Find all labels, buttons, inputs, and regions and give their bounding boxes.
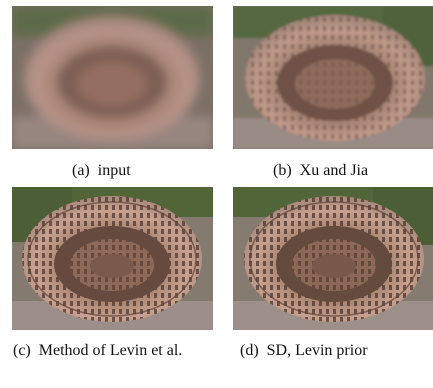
panel-b-image bbox=[233, 6, 433, 149]
caption-d-label: (d) bbox=[240, 342, 259, 359]
caption-b-label: (b) bbox=[273, 162, 292, 179]
caption-a: (a) input bbox=[72, 160, 131, 182]
caption-a-text: input bbox=[97, 162, 131, 179]
colosseum-photo-deblurred-sd-levin-prior bbox=[233, 187, 433, 330]
panel-d-image bbox=[233, 187, 433, 330]
caption-d-text: SD, Levin prior bbox=[266, 342, 368, 359]
figure-panel-a bbox=[12, 6, 213, 149]
panel-a-image bbox=[12, 6, 213, 149]
panel-c-image bbox=[12, 187, 213, 330]
figure-panel-d bbox=[233, 187, 433, 330]
figure-panel-b bbox=[233, 6, 433, 149]
caption-b-text: Xu and Jia bbox=[299, 162, 369, 179]
caption-a-label: (a) bbox=[72, 162, 90, 179]
colosseum-photo-blurred bbox=[12, 6, 213, 149]
colosseum-photo-deblurred-levin bbox=[12, 187, 213, 330]
caption-c-label: (c) bbox=[13, 342, 31, 359]
caption-d: (d) SD, Levin prior bbox=[240, 340, 368, 362]
figure-panel-c bbox=[12, 187, 213, 330]
colosseum-photo-deblurred-xu-jia bbox=[233, 6, 433, 149]
caption-c-text: Method of Levin et al. bbox=[38, 342, 183, 359]
caption-b: (b) Xu and Jia bbox=[273, 160, 368, 182]
caption-c: (c) Method of Levin et al. bbox=[13, 340, 209, 362]
